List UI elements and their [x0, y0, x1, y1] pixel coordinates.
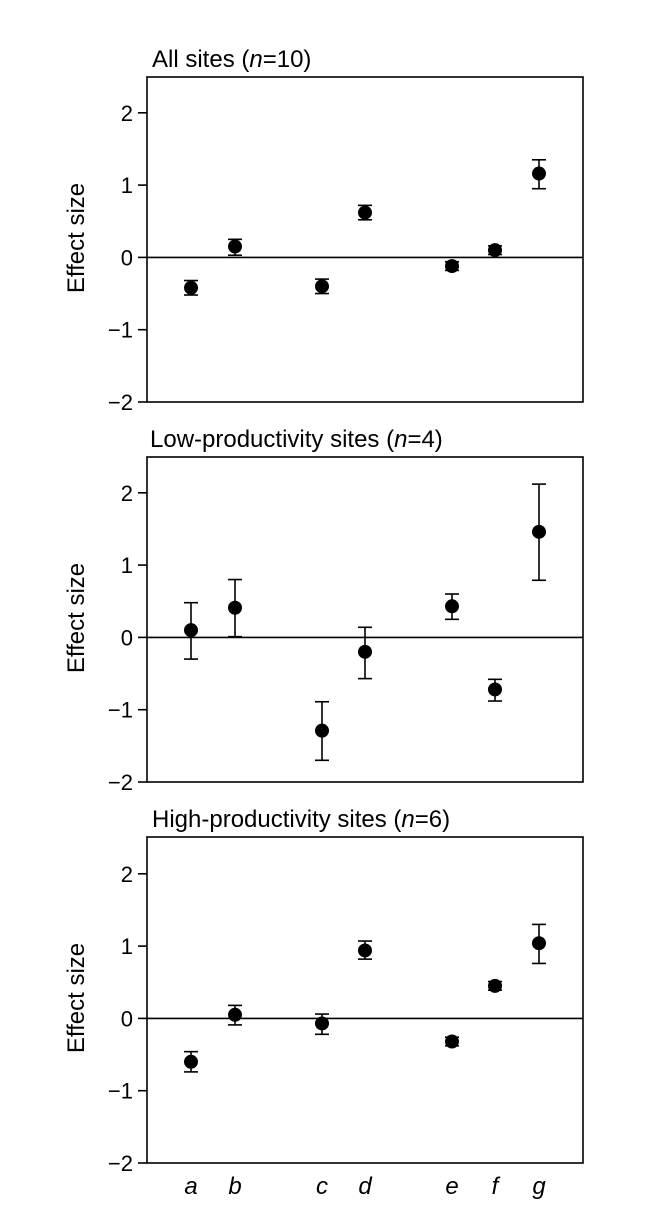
data-point-c: [315, 1013, 329, 1036]
data-point-f: [488, 678, 502, 702]
y-tick-label: 0: [121, 245, 133, 270]
y-tick-label: 1: [121, 173, 133, 198]
y-axis-label: Effect size: [63, 943, 90, 1053]
point-marker: [532, 166, 546, 181]
data-point-d: [358, 204, 372, 221]
data-point-e: [445, 1034, 459, 1049]
y-axis-label: Effect size: [63, 563, 90, 673]
data-point-c: [315, 278, 329, 295]
point-marker: [184, 1054, 198, 1069]
data-point-e: [445, 593, 459, 621]
point-marker: [488, 243, 502, 258]
plot-frame: [146, 76, 584, 403]
x-category-label-d: d: [358, 1173, 372, 1200]
data-point-g: [532, 158, 546, 190]
point-marker: [358, 644, 372, 659]
y-ticks: 2 1 0 −1 −2: [108, 862, 147, 1176]
point-marker: [445, 1034, 459, 1049]
y-tick-label: 0: [121, 1006, 133, 1031]
point-marker: [358, 943, 372, 958]
panel-title-high-productivity: High-productivity sites (n=6): [152, 806, 450, 833]
x-category-label-f: f: [492, 1173, 501, 1200]
y-tick-label: −2: [108, 770, 133, 795]
data-point-c: [315, 700, 329, 762]
y-tick-label: 1: [121, 553, 133, 578]
panel-all-sites: All sites (n=10) Effect size 2 1 0 −1 −2: [63, 46, 584, 415]
x-category-label-a: a: [184, 1173, 197, 1200]
data-point-d: [358, 940, 372, 960]
data-point-g: [532, 923, 546, 965]
data-point-a: [184, 1050, 198, 1073]
x-category-label-e: e: [445, 1173, 458, 1200]
y-ticks: 2 1 0 −1 −2: [108, 101, 147, 415]
panel-title-all-sites: All sites (n=10): [152, 46, 311, 73]
y-tick-label: 0: [121, 625, 133, 650]
point-marker: [228, 1007, 242, 1022]
y-tick-label: −2: [108, 390, 133, 415]
data-point-d: [358, 626, 372, 680]
data-point-b: [228, 238, 242, 257]
plot-frame: [146, 836, 584, 1164]
y-tick-label: 2: [121, 101, 133, 126]
x-category-labels: a b c d e f g: [184, 1173, 546, 1200]
y-tick-label: −2: [108, 1151, 133, 1176]
y-axis-label: Effect size: [63, 183, 90, 293]
point-marker: [532, 524, 546, 539]
y-ticks: 2 1 0 −1 −2: [108, 481, 147, 795]
data-point-g: [532, 483, 546, 582]
x-category-label-g: g: [532, 1173, 546, 1200]
point-marker: [315, 279, 329, 294]
x-category-label-c: c: [316, 1173, 328, 1200]
data-point-a: [184, 601, 198, 660]
data-point-b: [228, 1004, 242, 1026]
y-tick-label: −1: [108, 318, 133, 343]
y-tick-label: 2: [121, 481, 133, 506]
panel-high-productivity: High-productivity sites (n=6) Effect siz…: [63, 806, 584, 1176]
point-marker: [488, 978, 502, 993]
data-point-f: [488, 978, 502, 993]
y-tick-label: −1: [108, 1079, 133, 1104]
point-marker: [184, 623, 198, 638]
data-point-f: [488, 243, 502, 258]
data-points: [184, 923, 546, 1073]
point-marker: [445, 259, 459, 274]
panel-title-low-productivity: Low-productivity sites (n=4): [150, 426, 443, 453]
point-marker: [315, 1016, 329, 1031]
point-marker: [184, 280, 198, 295]
x-category-label-b: b: [228, 1173, 241, 1200]
data-point-e: [445, 259, 459, 274]
point-marker: [488, 682, 502, 697]
point-marker: [315, 723, 329, 738]
plot-frame: [146, 456, 584, 783]
point-marker: [358, 205, 372, 220]
data-point-b: [228, 578, 242, 638]
y-tick-label: −1: [108, 698, 133, 723]
data-point-a: [184, 279, 198, 296]
point-marker: [532, 936, 546, 951]
panel-low-productivity: Low-productivity sites (n=4) Effect size…: [63, 426, 584, 795]
point-marker: [445, 599, 459, 614]
point-marker: [228, 600, 242, 615]
y-tick-label: 1: [121, 934, 133, 959]
data-points: [184, 158, 546, 296]
point-marker: [228, 239, 242, 254]
data-points: [184, 483, 546, 762]
y-tick-label: 2: [121, 862, 133, 887]
